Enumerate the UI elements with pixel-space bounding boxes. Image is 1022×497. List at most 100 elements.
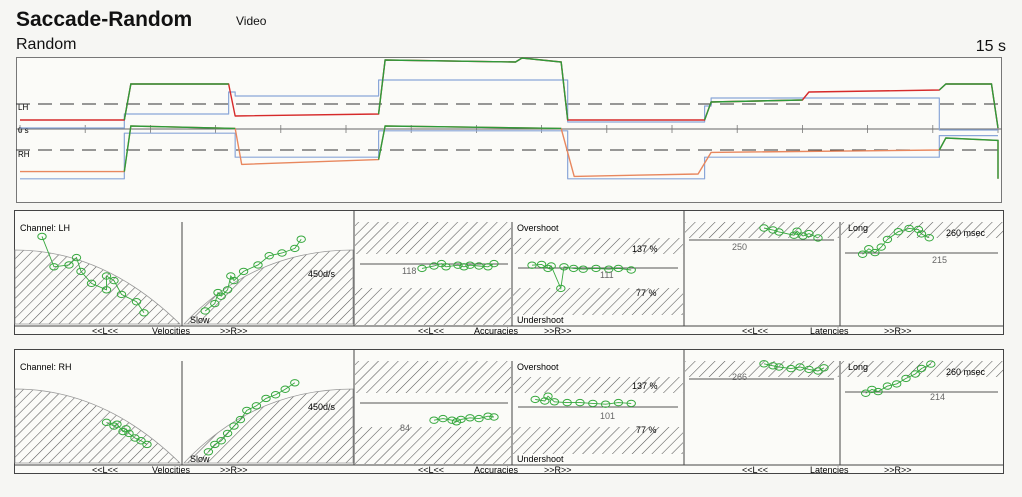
channel-label-lh: LH [18, 103, 28, 112]
accuracy-right-mean: 101 [600, 411, 615, 421]
rh-gaze-segment [123, 125, 236, 172]
time-origin-label: 0 s [18, 126, 29, 135]
eye-trace-chart: LH 0 s RH [16, 57, 1002, 203]
velocity-right-point [270, 391, 281, 399]
rh-gaze-segment [938, 137, 999, 179]
velocity-right-point [235, 415, 246, 424]
latency-left-point [804, 365, 814, 374]
latency-right-point [893, 228, 903, 236]
latency-section-label: Latencies [810, 465, 849, 475]
velocity-left-point [86, 279, 97, 288]
velocity-right-point [238, 267, 249, 276]
slow-label: Slow [190, 315, 210, 325]
recording-mode: Video [236, 14, 267, 28]
velocity-left-point [37, 232, 47, 241]
latency-right-point [882, 235, 893, 244]
latency-left-point [798, 232, 808, 240]
velocity-right-point [210, 440, 220, 449]
velocity-right-point [226, 272, 236, 280]
accuracy-left-nav: <<L<< [418, 465, 444, 475]
long-limit-label: 260 msec [946, 228, 986, 238]
rh-target-trace [20, 130, 998, 180]
latency-left-point [768, 226, 778, 234]
lh-gaze-segment [377, 57, 569, 121]
velocity-left-point [136, 437, 146, 445]
latency-right-point [882, 382, 893, 390]
velocity-right-point [296, 235, 306, 243]
latency-left-mean: 266 [732, 372, 747, 382]
accuracy-right-undershoot [513, 427, 683, 454]
velocity-left-point-fit [106, 421, 148, 445]
velocity-right-nav: >>R>> [220, 326, 248, 336]
accuracy-left-mean: 118 [402, 266, 416, 276]
page-title: Saccade-Random [16, 8, 193, 31]
lh-gaze-segment [938, 83, 999, 129]
latency-right-nav: >>R>> [884, 465, 912, 475]
trace-frame [16, 57, 1002, 203]
velocity-left-point [76, 267, 86, 276]
velocity-right-nav: >>R>> [220, 465, 248, 475]
accuracy-left-point [483, 412, 493, 420]
velocity-left-nav: <<L<< [92, 465, 118, 475]
latency-left-point [813, 234, 823, 242]
latency-left-point [795, 363, 805, 371]
trace-lines [16, 57, 1002, 180]
accuracy-left-point [489, 259, 499, 268]
latency-right-point [892, 380, 902, 388]
latency-right-point [876, 243, 886, 251]
velocity-right-point [222, 286, 233, 294]
channel-label: Channel: LH [20, 223, 70, 233]
velocity-left-point [112, 420, 122, 428]
velocity-left-point [124, 429, 134, 438]
accuracy-left-point [429, 416, 439, 424]
accuracy-left-undershoot [355, 288, 511, 325]
upper-limit-label: 137 % [632, 244, 658, 254]
velocity-left-point [109, 276, 119, 285]
accuracy-right-nav: >>R>> [544, 326, 572, 336]
velocity-left-point-fit [41, 236, 145, 314]
velocity-right-point-fit [208, 382, 296, 453]
velocity-left-point [139, 309, 149, 317]
time-ticks [19, 125, 999, 133]
long-label: Long [848, 362, 868, 372]
analysis-panel-lh: Channel: LH 450d/s Slow Overshoot Unders… [14, 210, 1004, 336]
velocity-right-point [242, 406, 252, 415]
accuracy-left-point-fit [421, 263, 495, 269]
latency-right-point [924, 234, 934, 242]
accuracy-right-point [543, 392, 553, 400]
velocity-left-point [121, 425, 131, 433]
latency-right-long-band [841, 222, 1003, 238]
plot-layer [14, 222, 1003, 325]
latency-left-point-fit [763, 227, 819, 239]
accuracy-right-point-fit [531, 263, 632, 291]
lower-limit-label: 77 % [636, 425, 657, 435]
latency-section-label: Latencies [810, 326, 849, 336]
latency-right-point [861, 389, 871, 397]
velocity-left-point [64, 261, 74, 269]
velocity-right-point [200, 307, 210, 315]
latency-right-mean: 215 [932, 255, 947, 265]
accuracy-right-mean: 111 [600, 270, 614, 280]
accuracy-left-overshoot [355, 361, 511, 393]
accuracy-right-point [626, 266, 636, 274]
upper-limit-label: 137 % [632, 381, 658, 391]
velocity-right-hatch [183, 388, 354, 464]
latency-left-point [774, 363, 784, 371]
plot-layer [14, 360, 1003, 464]
latency-right-point [870, 248, 880, 257]
latency-right-point [916, 364, 927, 373]
velocity-right-point [222, 429, 233, 438]
latency-left-point [792, 227, 802, 235]
velocity-right-point [261, 394, 271, 403]
velocity-right-point [210, 299, 220, 308]
velocity-left-point [142, 440, 152, 449]
latency-right-point-fit [862, 227, 930, 255]
latency-right-point [916, 230, 927, 238]
velocity-section-label: Velocities [152, 326, 191, 336]
velocity-left-point [101, 418, 112, 427]
latency-left-point [819, 364, 829, 372]
velocity-left-nav: <<L<< [92, 326, 118, 336]
accuracy-right-point [540, 397, 550, 405]
latency-left-point [759, 360, 769, 368]
velocity-right-point [216, 437, 226, 445]
